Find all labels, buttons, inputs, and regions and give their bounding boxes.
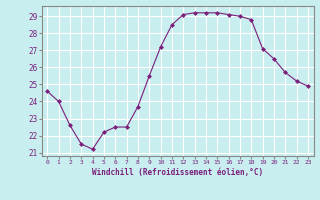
- X-axis label: Windchill (Refroidissement éolien,°C): Windchill (Refroidissement éolien,°C): [92, 168, 263, 177]
